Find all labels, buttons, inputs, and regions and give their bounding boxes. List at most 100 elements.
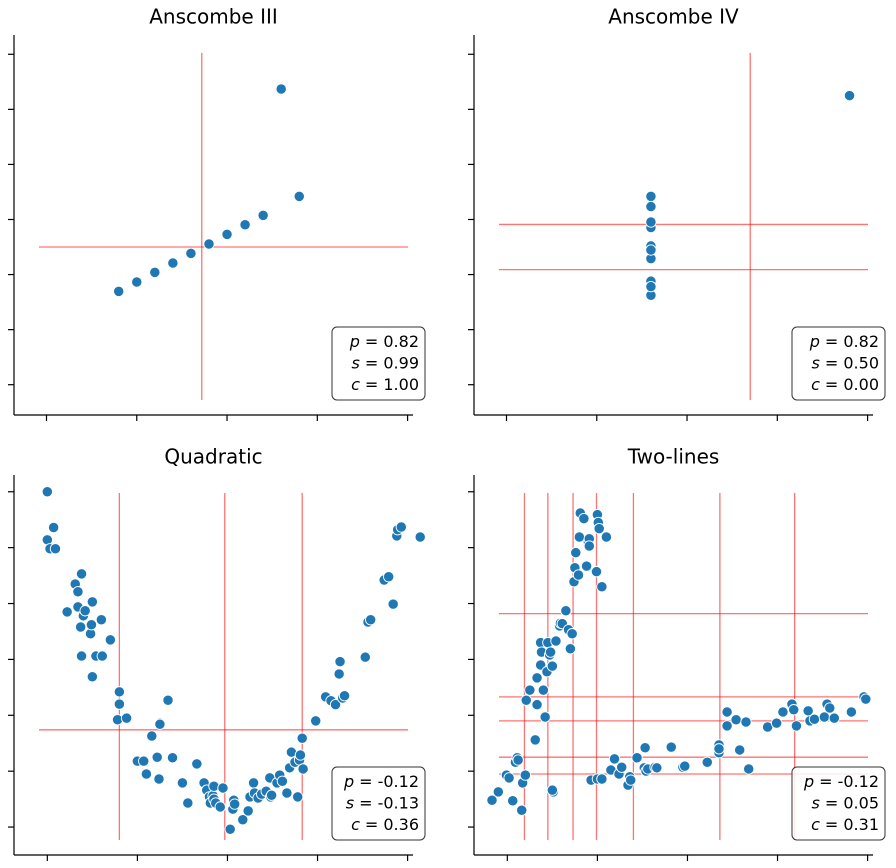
point — [503, 772, 515, 784]
point — [242, 805, 254, 817]
point — [740, 716, 752, 728]
point — [140, 768, 153, 780]
point — [95, 614, 108, 626]
point — [616, 761, 628, 773]
stat-line: c = 0.00 — [811, 375, 879, 394]
stat-line: p = 0.82 — [809, 332, 879, 351]
point — [275, 83, 287, 95]
stat-value: = 0.36 — [365, 815, 419, 834]
point — [492, 786, 504, 798]
point — [75, 621, 87, 633]
stat-line: p = -0.12 — [803, 772, 879, 791]
point — [608, 753, 621, 765]
point — [788, 704, 800, 716]
point — [645, 281, 657, 293]
point — [166, 752, 179, 764]
panel-title: Anscombe III — [149, 5, 278, 29]
stat-symbol: c — [811, 815, 820, 834]
point — [120, 712, 133, 724]
stat-symbol: c — [351, 375, 360, 394]
stat-value: = 0.31 — [825, 815, 879, 834]
point — [828, 712, 840, 724]
point — [546, 660, 559, 672]
point — [645, 190, 657, 203]
point — [217, 782, 229, 794]
point — [516, 804, 528, 816]
point — [237, 814, 249, 826]
point — [176, 777, 189, 789]
point — [679, 760, 691, 772]
point — [546, 784, 559, 796]
point — [730, 714, 742, 726]
point — [645, 200, 657, 213]
panel: Anscombe III p = 0.82 s = 0.99 c = 1.00 — [8, 5, 426, 421]
stat-value: = 0.99 — [365, 353, 419, 372]
point — [560, 605, 572, 617]
point — [310, 715, 322, 727]
point — [580, 560, 593, 572]
stat-symbol: p — [803, 772, 814, 791]
point — [721, 720, 733, 732]
point — [247, 777, 260, 789]
point — [596, 581, 608, 593]
stat-symbol: s — [346, 793, 354, 812]
point — [221, 228, 233, 241]
point — [383, 571, 395, 583]
stat-value: = -0.13 — [359, 793, 419, 812]
stat-symbol: s — [812, 353, 820, 372]
stat-line: c = 0.31 — [811, 815, 879, 834]
stat-symbol: p — [809, 332, 820, 351]
stat-symbol: c — [351, 815, 360, 834]
point — [79, 605, 91, 617]
point — [593, 522, 605, 535]
point — [843, 89, 856, 102]
point — [570, 547, 582, 559]
point — [524, 684, 536, 696]
point — [531, 672, 543, 684]
stat-symbol: s — [352, 353, 360, 372]
point — [770, 717, 783, 729]
point — [531, 699, 543, 711]
point — [239, 219, 251, 231]
point — [257, 209, 269, 222]
stats-box — [791, 326, 886, 401]
point — [334, 655, 346, 668]
point — [734, 744, 746, 756]
point — [75, 568, 88, 580]
point — [713, 743, 725, 755]
point — [85, 619, 98, 631]
point — [625, 774, 637, 786]
point — [338, 690, 351, 702]
point — [182, 797, 194, 809]
point — [113, 285, 125, 298]
point — [61, 606, 73, 618]
point — [86, 596, 99, 608]
point — [414, 531, 426, 543]
point — [167, 257, 179, 269]
point — [49, 543, 62, 555]
panel-title: Anscombe IV — [608, 5, 739, 29]
point — [265, 789, 278, 801]
point — [281, 787, 293, 799]
point — [486, 794, 498, 806]
point — [520, 694, 532, 706]
point — [292, 791, 304, 803]
point — [276, 775, 289, 787]
point — [293, 190, 305, 203]
point — [721, 706, 733, 718]
point — [777, 706, 789, 718]
point — [590, 566, 603, 578]
point — [229, 798, 241, 810]
point — [203, 238, 215, 250]
point — [294, 749, 307, 761]
stat-line: s = -0.13 — [346, 793, 419, 812]
point — [149, 266, 161, 279]
point — [645, 244, 657, 256]
point — [162, 694, 174, 706]
panel-title: Quadratic — [164, 445, 262, 469]
point — [701, 756, 713, 768]
point — [138, 755, 150, 767]
stat-value: = 0.50 — [825, 353, 879, 372]
stat-line: s = 0.50 — [812, 353, 879, 372]
point — [529, 734, 541, 746]
